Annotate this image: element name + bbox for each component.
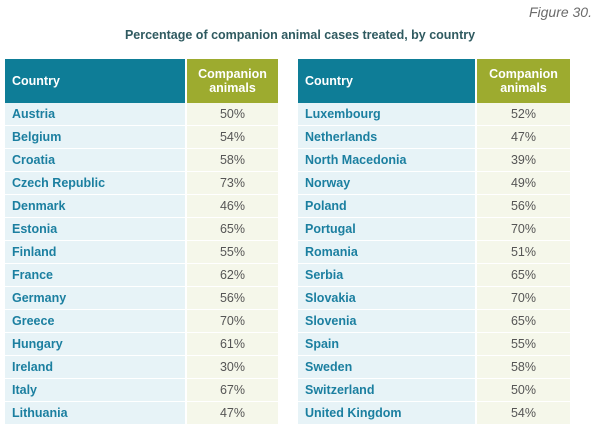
- country-cell: Denmark: [5, 195, 185, 218]
- country-cell: Estonia: [5, 218, 185, 241]
- country-cell: Switzerland: [298, 379, 475, 402]
- header-row: Country Companion animals: [5, 59, 278, 103]
- table-row: Denmark 46%: [5, 195, 278, 218]
- country-cell: Luxembourg: [298, 103, 475, 126]
- table-row: Estonia 65%: [5, 218, 278, 241]
- left-table-body: Austria 50% Belgium 54% Croatia 58% Czech Repu…: [5, 103, 278, 425]
- country-cell: Italy: [5, 379, 185, 402]
- country-cell: Romania: [298, 241, 475, 264]
- table-row: Croatia 58%: [5, 149, 278, 172]
- country-cell: Finland: [5, 241, 185, 264]
- table-row: Greece 70%: [5, 310, 278, 333]
- companion-value-cell: 70%: [475, 218, 570, 241]
- table-row: Netherlands 47%: [298, 126, 570, 149]
- companion-value-cell: 65%: [475, 310, 570, 333]
- companion-value-cell: 65%: [185, 218, 278, 241]
- table-row: Belgium 54%: [5, 126, 278, 149]
- figure-label: Figure 30.: [528, 4, 592, 20]
- country-cell: Greece: [5, 310, 185, 333]
- companion-value-cell: 58%: [185, 149, 278, 172]
- right-table: Country Companion animals Luxembourg 52% N…: [298, 59, 570, 425]
- companion-header-label: Companion animals: [198, 67, 267, 95]
- companion-value-cell: 51%: [475, 241, 570, 264]
- companion-value-cell: 55%: [185, 241, 278, 264]
- table-row: Norway 49%: [298, 172, 570, 195]
- country-cell: Croatia: [5, 149, 185, 172]
- table-row: Spain 55%: [298, 333, 570, 356]
- table-row: Switzerland 50%: [298, 379, 570, 402]
- country-cell: Serbia: [298, 264, 475, 287]
- companion-value-cell: 47%: [475, 126, 570, 149]
- companion-header: Companion animals: [475, 59, 570, 103]
- country-cell: Slovenia: [298, 310, 475, 333]
- country-cell: Slovakia: [298, 287, 475, 310]
- table-row: United Kingdom 54%: [298, 402, 570, 425]
- companion-value-cell: 50%: [475, 379, 570, 402]
- country-cell: North Macedonia: [298, 149, 475, 172]
- companion-value-cell: 39%: [475, 149, 570, 172]
- companion-value-cell: 54%: [185, 126, 278, 149]
- companion-value-cell: 56%: [185, 287, 278, 310]
- country-cell: Portugal: [298, 218, 475, 241]
- table-row: Serbia 65%: [298, 264, 570, 287]
- table-row: Portugal 70%: [298, 218, 570, 241]
- country-cell: Czech Republic: [5, 172, 185, 195]
- table-row: North Macedonia 39%: [298, 149, 570, 172]
- companion-value-cell: 47%: [185, 402, 278, 425]
- companion-value-cell: 52%: [475, 103, 570, 126]
- table-row: Slovenia 65%: [298, 310, 570, 333]
- companion-value-cell: 54%: [475, 402, 570, 425]
- country-cell: Poland: [298, 195, 475, 218]
- companion-value-cell: 67%: [185, 379, 278, 402]
- companion-value-cell: 70%: [185, 310, 278, 333]
- table-row: Hungary 61%: [5, 333, 278, 356]
- companion-value-cell: 56%: [475, 195, 570, 218]
- table-row: Slovakia 70%: [298, 287, 570, 310]
- companion-value-cell: 73%: [185, 172, 278, 195]
- companion-value-cell: 61%: [185, 333, 278, 356]
- table-title: Percentage of companion animal cases tre…: [124, 28, 476, 42]
- country-cell: Germany: [5, 287, 185, 310]
- table-row: Czech Republic 73%: [5, 172, 278, 195]
- table-row: Finland 55%: [5, 241, 278, 264]
- table-row: Romania 51%: [298, 241, 570, 264]
- companion-value-cell: 46%: [185, 195, 278, 218]
- companion-value-cell: 58%: [475, 356, 570, 379]
- companion-value-cell: 65%: [475, 264, 570, 287]
- companion-header: Companion animals: [185, 59, 278, 103]
- country-cell: Norway: [298, 172, 475, 195]
- companion-value-cell: 70%: [475, 287, 570, 310]
- country-cell: Belgium: [5, 126, 185, 149]
- country-cell: Lithuania: [5, 402, 185, 425]
- table-row: Poland 56%: [298, 195, 570, 218]
- country-cell: United Kingdom: [298, 402, 475, 425]
- country-cell: Hungary: [5, 333, 185, 356]
- table-row: Germany 56%: [5, 287, 278, 310]
- country-cell: Austria: [5, 103, 185, 126]
- left-table: Country Companion animals Austria 50% Belg…: [5, 59, 278, 425]
- table-row: Ireland 30%: [5, 356, 278, 379]
- right-table-body: Luxembourg 52% Netherlands 47% North Macedon…: [298, 103, 570, 425]
- table-row: Italy 67%: [5, 379, 278, 402]
- table-row: Sweden 58%: [298, 356, 570, 379]
- country-cell: Netherlands: [298, 126, 475, 149]
- country-cell: Spain: [298, 333, 475, 356]
- companion-value-cell: 50%: [185, 103, 278, 126]
- country-header: Country: [298, 59, 475, 103]
- companion-value-cell: 62%: [185, 264, 278, 287]
- companion-value-cell: 49%: [475, 172, 570, 195]
- country-cell: France: [5, 264, 185, 287]
- country-cell: Sweden: [298, 356, 475, 379]
- companion-value-cell: 55%: [475, 333, 570, 356]
- country-cell: Ireland: [5, 356, 185, 379]
- companion-value-cell: 30%: [185, 356, 278, 379]
- table-row: France 62%: [5, 264, 278, 287]
- table-row: Lithuania 47%: [5, 402, 278, 425]
- companion-header-label: Companion animals: [489, 67, 558, 95]
- table-row: Luxembourg 52%: [298, 103, 570, 126]
- header-row: Country Companion animals: [298, 59, 570, 103]
- table-row: Austria 50%: [5, 103, 278, 126]
- country-header: Country: [5, 59, 185, 103]
